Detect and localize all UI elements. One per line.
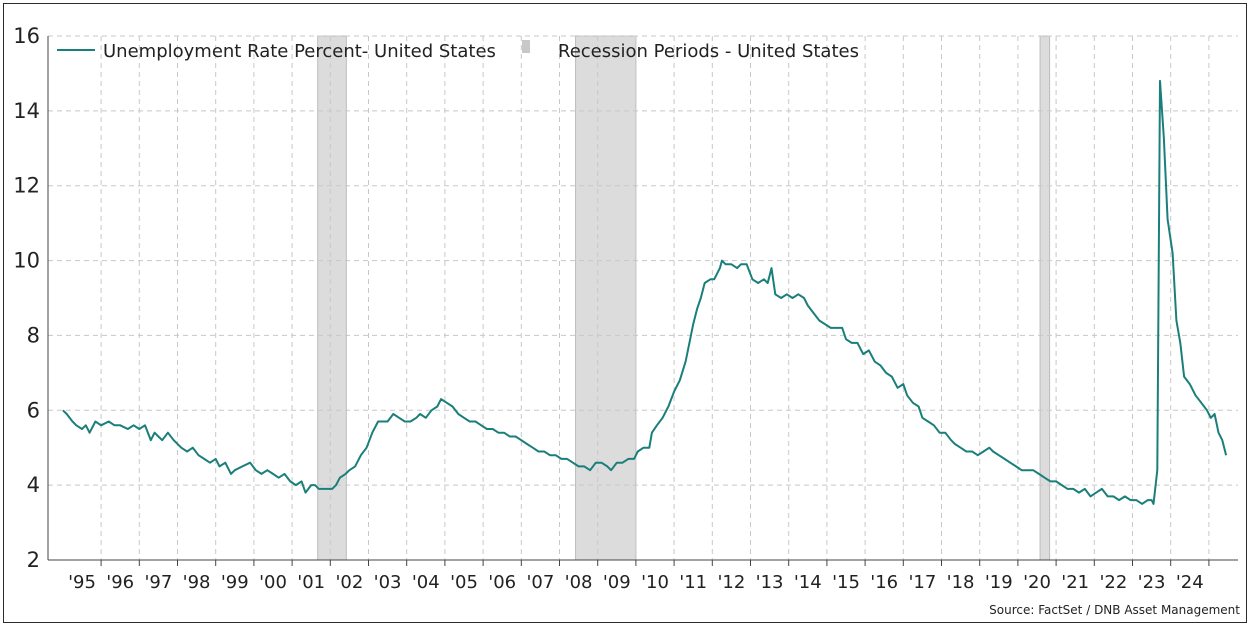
y-tick-label: 16 xyxy=(13,24,40,48)
x-tick-label: '15 xyxy=(832,572,860,593)
recession-band xyxy=(575,35,637,561)
x-tick-label: '14 xyxy=(794,572,822,593)
legend-label-recession: Recession Periods - United States xyxy=(558,41,859,62)
x-tick-label: '98 xyxy=(183,572,211,593)
x-tick-label: '09 xyxy=(603,572,631,593)
x-tick-label: '06 xyxy=(488,572,516,593)
source-note: Source: FactSet / DNB Asset Management xyxy=(989,603,1240,617)
x-tick-label: '13 xyxy=(756,572,784,593)
x-tick-label: '04 xyxy=(412,572,440,593)
legend-label-unemployment: Unemployment Rate Percent- United States xyxy=(103,41,496,62)
x-tick-label: '03 xyxy=(374,572,402,593)
x-tick-label: '11 xyxy=(679,572,707,593)
x-tick-label: '01 xyxy=(297,572,325,593)
x-tick-label: '18 xyxy=(947,572,975,593)
x-tick-label: '21 xyxy=(1061,572,1089,593)
y-tick-label: 6 xyxy=(27,398,40,422)
x-tick-label: '95 xyxy=(68,572,96,593)
x-tick-label: '00 xyxy=(259,572,287,593)
x-tick-label: '07 xyxy=(526,572,554,593)
y-tick-label: 4 xyxy=(27,473,40,497)
x-tick-label: '17 xyxy=(908,572,936,593)
x-tick-label: '24 xyxy=(1176,572,1204,593)
x-tick-label: '99 xyxy=(221,572,249,593)
recession-band xyxy=(1039,35,1051,561)
unemployment-rate-line xyxy=(62,79,1228,505)
y-tick-label: 2 xyxy=(27,548,40,572)
y-tick-label: 10 xyxy=(13,249,40,273)
x-tick-label: '10 xyxy=(641,572,669,593)
x-tick-label: '19 xyxy=(985,572,1013,593)
x-tick-label: '12 xyxy=(717,572,745,593)
x-tick-label: '20 xyxy=(1023,572,1051,593)
x-tick-label: '16 xyxy=(870,572,898,593)
x-tick-label: '02 xyxy=(335,572,363,593)
y-tick-label: 12 xyxy=(13,174,40,198)
legend-band-swatch xyxy=(522,40,530,53)
x-tick-label: '96 xyxy=(106,572,134,593)
recession-band xyxy=(317,35,347,561)
x-tick-label: '97 xyxy=(144,572,172,593)
y-tick-label: 8 xyxy=(27,323,40,347)
x-tick-label: '08 xyxy=(565,572,593,593)
x-tick-label: '23 xyxy=(1138,572,1166,593)
x-tick-label: '05 xyxy=(450,572,478,593)
y-tick-label: 14 xyxy=(13,99,40,123)
x-tick-label: '22 xyxy=(1099,572,1127,593)
